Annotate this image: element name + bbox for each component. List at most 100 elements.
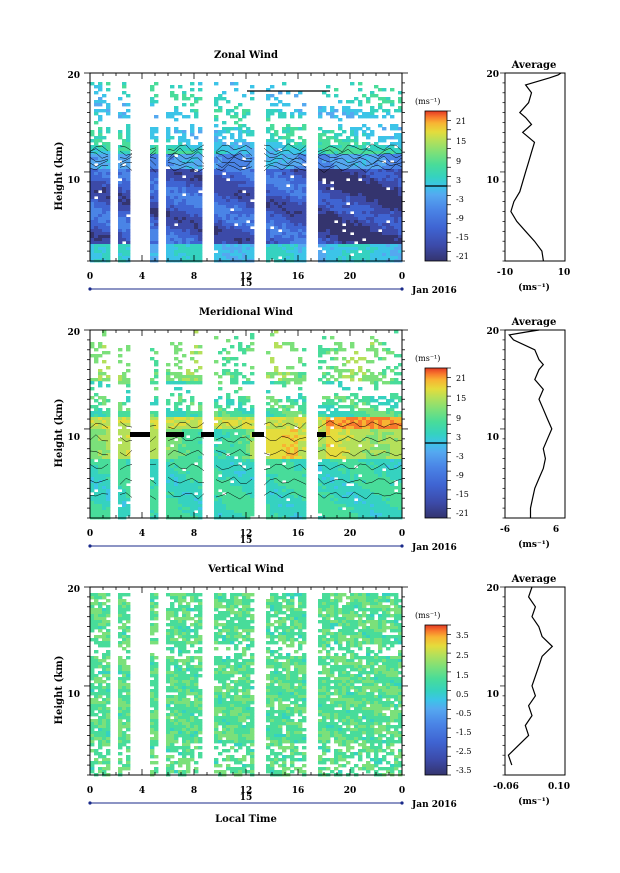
heatmap-cell [394,202,399,206]
heatmap-cell [346,429,351,433]
heatmap-cell [90,441,95,445]
heatmap-cell [274,238,279,242]
heatmap-cell [274,244,279,248]
heatmap-cell [98,513,103,517]
heatmap-cell [358,196,363,200]
heatmap-cell [170,187,175,191]
heatmap-cell [198,414,203,418]
heatmap-cell [118,247,123,251]
heatmap-cell [90,429,95,433]
heatmap-cell [270,133,275,137]
heatmap-cell [294,420,299,424]
heatmap-cell [174,130,179,134]
heatmap-cell [222,193,227,197]
heatmap-cell [94,417,99,421]
heatmap-cell [350,408,355,412]
heatmap-cell [246,181,251,185]
heatmap-cell [294,381,299,385]
heatmap-cell [274,241,279,245]
heatmap-cell [242,124,247,128]
heatmap-cell [374,253,379,257]
heatmap-cell [282,178,287,182]
heatmap-cell [242,348,247,352]
heatmap-cell [346,247,351,251]
heatmap-cell [226,238,231,242]
heatmap-cell [274,429,279,433]
heatmap-cell [346,166,351,170]
heatmap-cell [118,444,123,448]
heatmap-cell [170,232,175,236]
heatmap-cell [178,85,183,89]
heatmap-cell [338,244,343,248]
heatmap-cell [166,423,171,427]
heatmap-cell [98,250,103,254]
heatmap-cell [298,441,303,445]
heatmap-cell [154,130,159,134]
heatmap-cell [270,447,275,451]
heatmap-cell [330,211,335,215]
heatmap-cell [178,477,183,481]
heatmap-cell [246,133,251,137]
heatmap-cell [126,196,131,200]
heatmap-cell [194,151,199,155]
heatmap-cell [194,235,199,239]
heatmap-cell [286,130,291,134]
heatmap-cell [182,250,187,254]
heatmap-cell [326,244,331,248]
heatmap-cell [102,435,107,439]
heatmap-cell [98,396,103,400]
heatmap-cell [342,166,347,170]
heatmap-cell [214,438,219,442]
heatmap-cell [198,483,203,487]
heatmap-cell [174,402,179,406]
heatmap-cell [102,94,107,98]
heatmap-cell [234,462,239,466]
heatmap-cell [154,175,159,179]
heatmap-cell [178,136,183,140]
heatmap-cell [222,447,227,451]
heatmap-cell [90,480,95,484]
heatmap-cell [394,193,399,197]
heatmap-cell [290,253,295,257]
heatmap-cell [290,229,295,233]
heatmap-cell [318,202,323,206]
profile-title: Average [511,60,557,71]
heatmap-cell [366,163,371,167]
heatmap-cell [214,139,219,143]
heatmap-cell [334,474,339,478]
heatmap-cell [278,447,283,451]
heatmap-cell [270,423,275,427]
heatmap-cell [374,193,379,197]
heatmap-cell [186,495,191,499]
heatmap-cell [218,196,223,200]
heatmap-cell [94,238,99,242]
heatmap-cell [342,477,347,481]
heatmap-cell [122,157,127,161]
heatmap-cell [286,495,291,499]
heatmap-cell [154,154,159,158]
heatmap-cell [230,148,235,152]
heatmap-cell [234,82,239,86]
heatmap-cell [270,217,275,221]
heatmap-cell [150,154,155,158]
heatmap-cell [382,226,387,230]
heatmap-cell [226,396,231,400]
heatmap-cell [186,501,191,505]
heatmap-cell [350,378,355,382]
heatmap-cell [118,148,123,152]
heatmap-cell [342,193,347,197]
heatmap-cell [194,501,199,505]
heatmap-cell [166,378,171,382]
heatmap-cell [90,130,95,134]
heatmap-cell [382,175,387,179]
heatmap-cell [246,232,251,236]
heatmap-cell [346,190,351,194]
heatmap-cell [218,351,223,355]
heatmap-cell [290,145,295,149]
heatmap-cell [350,247,355,251]
heatmap-cell [358,244,363,248]
heatmap-cell [250,157,255,161]
heatmap-cell [302,235,307,239]
heatmap-cell [98,477,103,481]
heatmap-cell [322,130,327,134]
